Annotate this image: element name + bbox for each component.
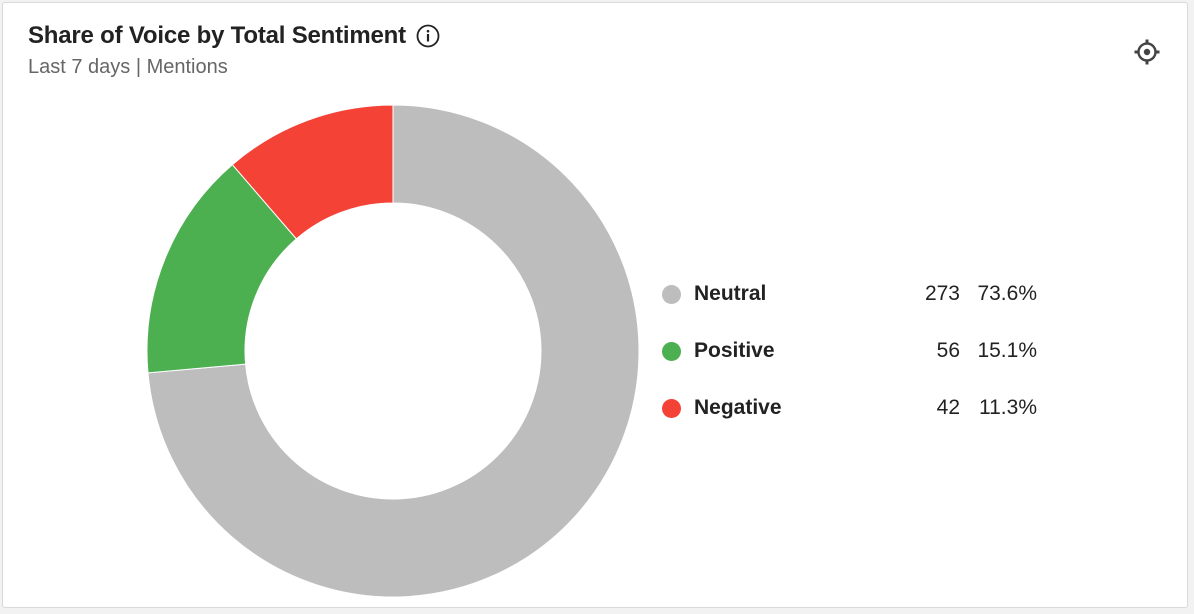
legend-dot-negative bbox=[662, 398, 681, 418]
legend-dot-positive bbox=[662, 341, 681, 361]
legend-label: Positive bbox=[694, 339, 775, 362]
chart-subtitle: Last 7 days | Mentions bbox=[28, 56, 228, 78]
legend-item-neutral[interactable]: Neutral 273 73.6% bbox=[659, 275, 1039, 313]
legend-label: Negative bbox=[694, 396, 782, 419]
legend-count: 42 bbox=[936, 396, 960, 419]
gear-icon[interactable] bbox=[1133, 38, 1161, 66]
legend-count: 56 bbox=[936, 339, 960, 362]
legend-percent: 11.3% bbox=[979, 396, 1037, 419]
legend-percent: 73.6% bbox=[977, 282, 1037, 305]
info-icon[interactable] bbox=[416, 24, 440, 48]
chart-title: Share of Voice by Total Sentiment bbox=[28, 22, 406, 49]
chart-legend: Neutral 273 73.6% Positive 56 15.1% Negative 42… bbox=[659, 275, 1039, 446]
donut-slice-negative[interactable] bbox=[231, 104, 394, 240]
legend-count: 273 bbox=[924, 282, 960, 305]
legend-item-positive[interactable]: Positive 56 15.1% bbox=[659, 332, 1039, 370]
card-header: Share of Voice by Total Sentiment bbox=[28, 22, 440, 50]
legend-percent: 15.1% bbox=[977, 339, 1037, 362]
donut-slice-neutral[interactable] bbox=[147, 104, 640, 598]
donut-chart bbox=[146, 104, 640, 598]
legend-label: Neutral bbox=[694, 282, 767, 305]
legend-item-negative[interactable]: Negative 42 11.3% bbox=[659, 389, 1039, 427]
legend-dot-neutral bbox=[662, 284, 681, 304]
